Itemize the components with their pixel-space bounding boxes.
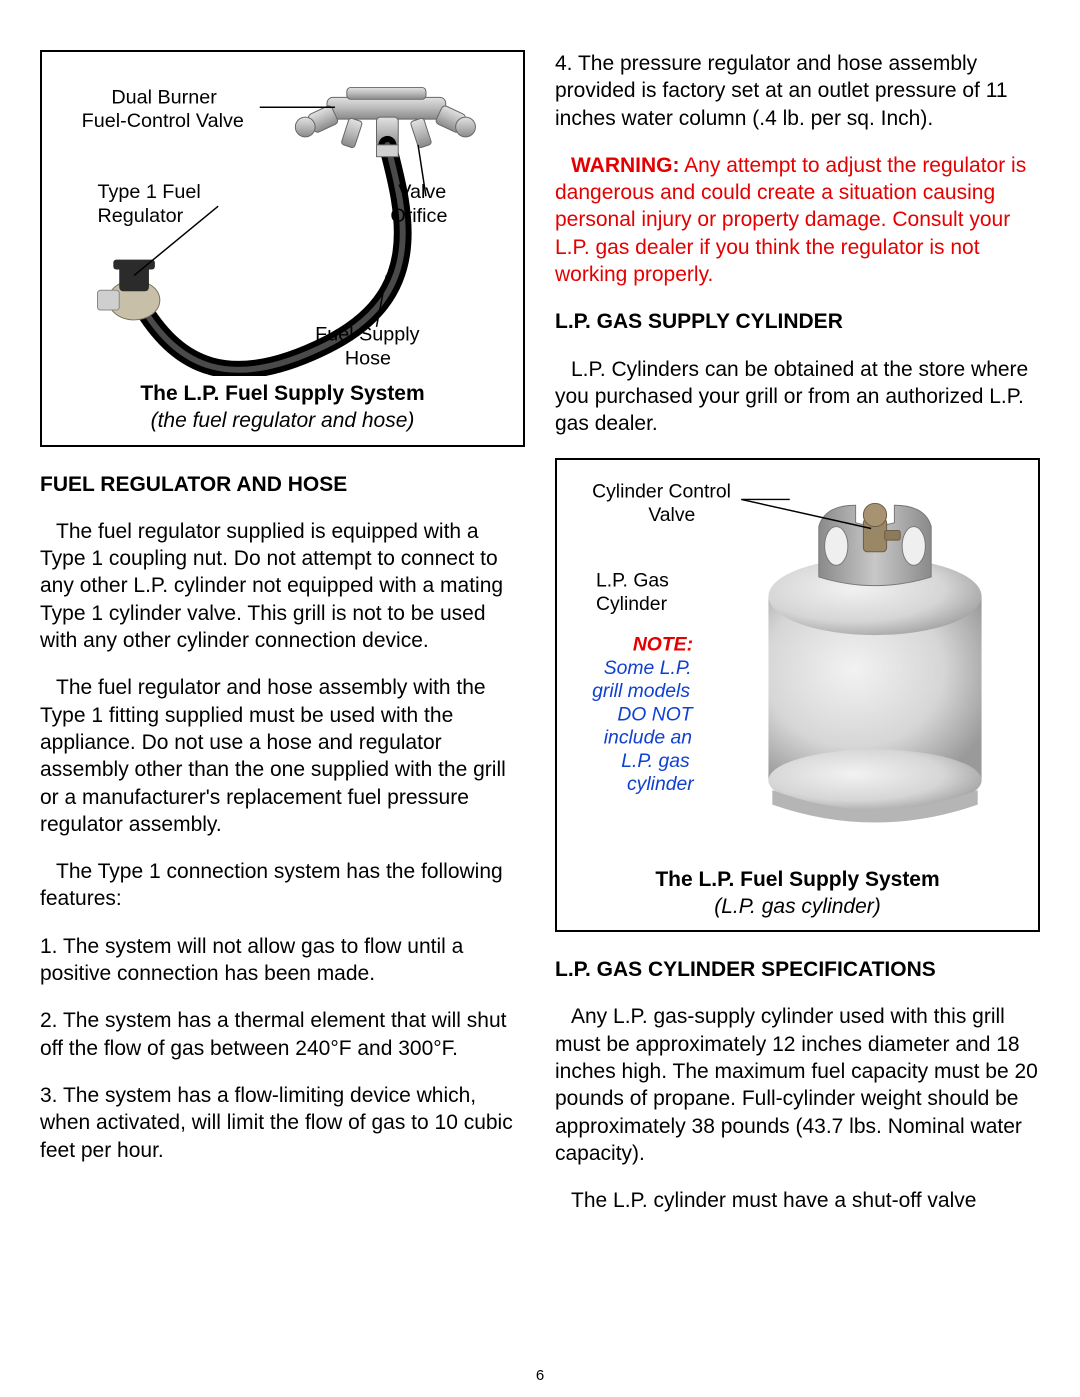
note-l3: DO NOT <box>617 703 693 725</box>
list-item-4: 4. The pressure regulator and hose assem… <box>555 50 1040 132</box>
label-valve-1: Valve <box>398 181 446 203</box>
label-ccv-1: Cylinder Control <box>592 480 731 502</box>
label-hose-1: Fuel Supply <box>315 324 419 346</box>
heading-cylinder-specs: L.P. GAS CYLINDER SPECIFICATIONS <box>555 956 1040 983</box>
figure2-caption: The L.P. Fuel Supply System (L.P. gas cy… <box>565 866 1030 921</box>
para-regulator-1: The fuel regulator supplied is equipped … <box>40 518 525 654</box>
figure-fuel-supply-system: Dual Burner Fuel-Control Valve Type 1 Fu… <box>40 50 525 447</box>
diagram-regulator-hose: Dual Burner Fuel-Control Valve Type 1 Fu… <box>50 66 515 376</box>
left-column: Dual Burner Fuel-Control Valve Type 1 Fu… <box>40 50 525 1235</box>
figure-lp-cylinder: Cylinder Control Valve L.P. Gas Cylinder… <box>555 458 1040 933</box>
figure2-caption-ital: (L.P. gas cylinder) <box>565 893 1030 920</box>
label-lpg-2: Cylinder <box>596 592 668 614</box>
figure1-caption-bold: The L.P. Fuel Supply System <box>50 380 515 407</box>
note-title: NOTE: <box>633 633 693 655</box>
label-lpg-1: L.P. Gas <box>596 569 669 591</box>
para-cylinder: L.P. Cylinders can be obtained at the st… <box>555 356 1040 438</box>
label-type1-2: Regulator <box>97 205 183 227</box>
list-item-2: 2. The system has a thermal element that… <box>40 1007 525 1062</box>
list-item-3: 3. The system has a flow-limiting device… <box>40 1082 525 1164</box>
note-l5: L.P. gas <box>621 749 690 771</box>
label-dual-burner-2: Fuel-Control Valve <box>82 110 244 132</box>
page-number: 6 <box>0 1366 1080 1386</box>
warning-paragraph: WARNING: Any attempt to adjust the regul… <box>555 152 1040 288</box>
para-spec: Any L.P. gas-supply cylinder used with t… <box>555 1003 1040 1167</box>
note-l4: include an <box>604 726 692 748</box>
warning-label: WARNING: <box>571 154 680 177</box>
right-column: 4. The pressure regulator and hose assem… <box>555 50 1040 1235</box>
para-regulator-3: The Type 1 connection system has the fol… <box>40 858 525 913</box>
note-l6: cylinder <box>627 773 695 795</box>
label-hose-2: Hose <box>345 347 391 369</box>
figure2-caption-bold: The L.P. Fuel Supply System <box>565 866 1030 893</box>
note-l2: grill models <box>592 680 690 702</box>
figure1-caption-ital: (the fuel regulator and hose) <box>50 407 515 434</box>
para-regulator-2: The fuel regulator and hose assembly wit… <box>40 674 525 838</box>
diagram-lp-cylinder: Cylinder Control Valve L.P. Gas Cylinder… <box>565 474 1030 862</box>
note-l1: Some L.P. <box>604 656 692 678</box>
label-dual-burner-1: Dual Burner <box>111 86 217 108</box>
label-ccv-2: Valve <box>648 503 695 525</box>
heading-fuel-regulator: FUEL REGULATOR AND HOSE <box>40 471 525 498</box>
label-valve-2: Orifice <box>390 205 447 227</box>
two-column-layout: Dual Burner Fuel-Control Valve Type 1 Fu… <box>40 50 1040 1235</box>
para-last: The L.P. cylinder must have a shut-off v… <box>555 1187 1040 1214</box>
heading-lp-supply-cylinder: L.P. GAS SUPPLY CYLINDER <box>555 308 1040 335</box>
list-item-1: 1. The system will not allow gas to flow… <box>40 933 525 988</box>
label-type1-1: Type 1 Fuel <box>97 181 200 203</box>
figure1-caption: The L.P. Fuel Supply System (the fuel re… <box>50 380 515 435</box>
